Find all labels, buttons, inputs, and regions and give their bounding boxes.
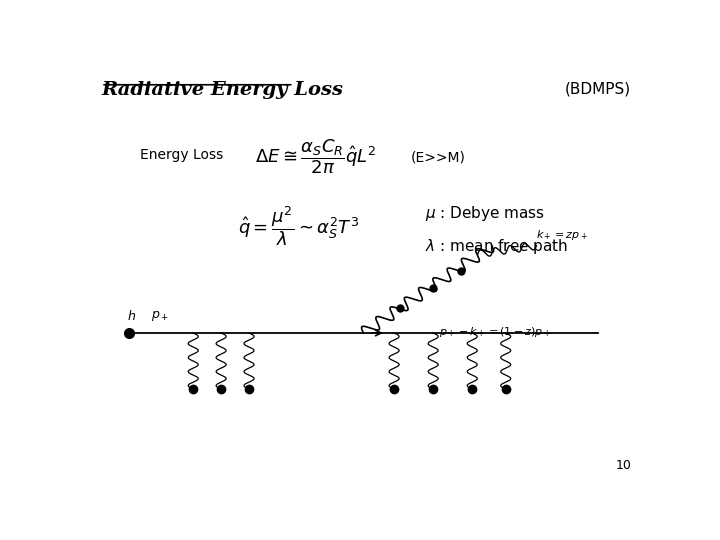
Text: Radiative Energy Loss: Radiative Energy Loss <box>101 82 343 99</box>
Text: (BDMPS): (BDMPS) <box>565 82 631 97</box>
Text: $\mu$ : Debye mass: $\mu$ : Debye mass <box>425 204 545 223</box>
Text: (E>>M): (E>>M) <box>411 150 466 164</box>
Text: $\lambda$ : mean free path: $\lambda$ : mean free path <box>425 238 568 256</box>
Text: Energy Loss: Energy Loss <box>140 148 223 162</box>
Text: $h$: $h$ <box>127 308 136 322</box>
Text: 10: 10 <box>616 460 631 472</box>
Text: $p_+ - k_+ = (1-z)p_+$: $p_+ - k_+ = (1-z)p_+$ <box>438 325 551 339</box>
Text: $k_+ = zp_+$: $k_+ = zp_+$ <box>536 227 588 241</box>
Text: $p_+$: $p_+$ <box>150 308 168 322</box>
Text: $\hat{q} = \dfrac{\mu^2}{\lambda} \sim \alpha_S^2 T^3$: $\hat{q} = \dfrac{\mu^2}{\lambda} \sim \… <box>238 204 359 248</box>
Text: $\Delta E \cong \dfrac{\alpha_S C_R}{2\pi} \hat{q} L^2$: $\Delta E \cong \dfrac{\alpha_S C_R}{2\p… <box>255 138 377 176</box>
